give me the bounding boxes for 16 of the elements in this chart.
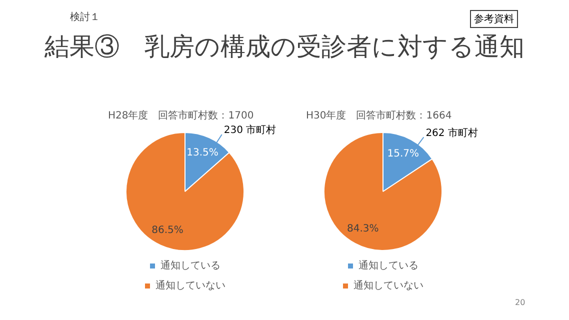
text: 結果③ 乳房の構成の受診者に対する通知 [44,31,526,63]
chart-title: H28年度 回答市町村数：1700 [108,110,254,122]
data-label: 15.7% [387,148,420,160]
text: 検討１ [70,10,100,24]
legend-label: 通知している [160,260,220,272]
chart-title: H30年度 回答市町村数：1664 [306,110,452,122]
legend-label: 通知していない [156,280,226,292]
legend-label: 通知していない [354,280,424,292]
legend-label: 通知している [358,260,418,272]
text: 参考資料 [470,10,518,28]
text: 20 [515,298,526,307]
data-label: 13.5% [186,147,218,158]
text: 262 市町村 [426,128,478,139]
text: 230 市町村 [224,125,276,136]
data-label: 86.5% [152,224,184,236]
data-label: 84.3% [346,224,379,235]
